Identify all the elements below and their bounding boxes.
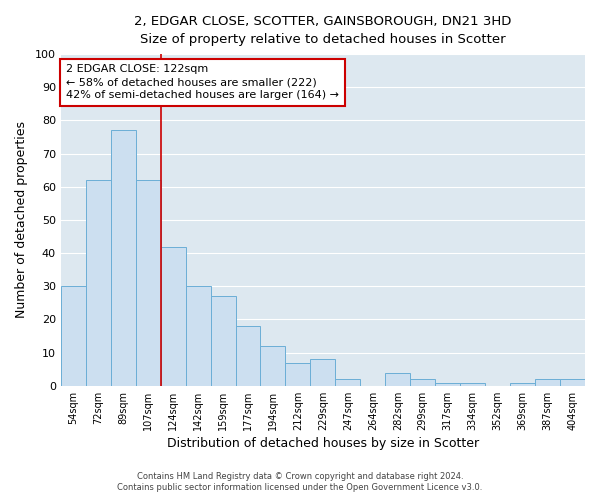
Bar [161, 246, 185, 386]
Bar [211, 296, 236, 386]
Bar [111, 130, 136, 386]
Bar [86, 180, 111, 386]
Bar [410, 379, 435, 386]
Bar [310, 360, 335, 386]
Y-axis label: Number of detached properties: Number of detached properties [15, 122, 28, 318]
Bar [560, 379, 585, 386]
Bar [510, 382, 535, 386]
Bar [335, 379, 361, 386]
Bar [236, 326, 260, 386]
X-axis label: Distribution of detached houses by size in Scotter: Distribution of detached houses by size … [167, 437, 479, 450]
Bar [385, 372, 410, 386]
Bar [460, 382, 485, 386]
Bar [535, 379, 560, 386]
Bar [61, 286, 86, 386]
Text: 2 EDGAR CLOSE: 122sqm
← 58% of detached houses are smaller (222)
42% of semi-det: 2 EDGAR CLOSE: 122sqm ← 58% of detached … [66, 64, 339, 100]
Bar [136, 180, 161, 386]
Bar [260, 346, 286, 386]
Bar [286, 362, 310, 386]
Bar [185, 286, 211, 386]
Text: Contains HM Land Registry data © Crown copyright and database right 2024.
Contai: Contains HM Land Registry data © Crown c… [118, 472, 482, 492]
Bar [435, 382, 460, 386]
Title: 2, EDGAR CLOSE, SCOTTER, GAINSBOROUGH, DN21 3HD
Size of property relative to det: 2, EDGAR CLOSE, SCOTTER, GAINSBOROUGH, D… [134, 15, 512, 46]
